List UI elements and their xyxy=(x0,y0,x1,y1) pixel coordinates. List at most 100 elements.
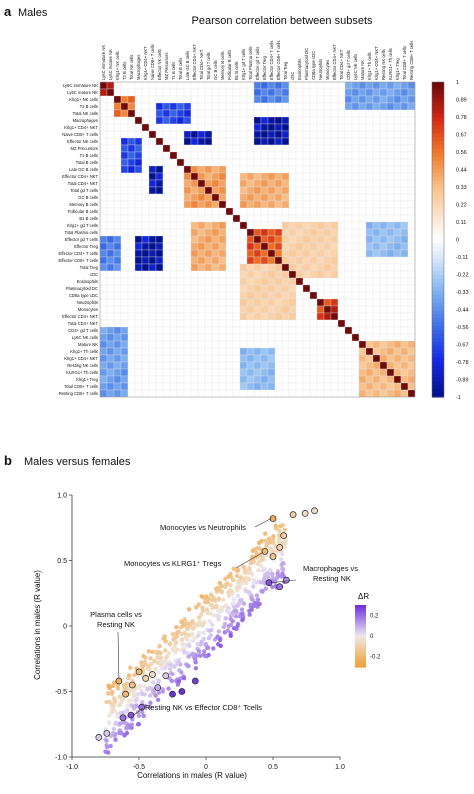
heatmap-cell xyxy=(190,109,199,118)
heatmap-cell xyxy=(274,347,283,356)
heatmap-cell xyxy=(267,347,276,356)
scatter-point xyxy=(111,726,117,732)
heatmap-cell xyxy=(197,130,206,139)
highlighted-point xyxy=(127,711,135,719)
heatmap-cell xyxy=(393,165,402,174)
heatmap-cell xyxy=(218,375,227,384)
heatmap-cell xyxy=(113,123,122,132)
heatmap-colorbar: 10.890.780.670.560.440.330.220.110-0.11-… xyxy=(431,80,469,401)
heatmap-cell xyxy=(323,165,332,174)
heatmap-cell xyxy=(190,221,199,230)
heatmap-cell xyxy=(162,186,171,195)
heatmap-cell xyxy=(295,333,304,342)
heatmap-cell xyxy=(141,298,150,307)
heatmap-cell xyxy=(127,88,136,97)
heatmap-cell xyxy=(239,179,248,188)
heatmap-cell xyxy=(155,340,164,349)
heatmap-cell xyxy=(190,144,199,153)
heatmap-cell xyxy=(253,235,262,244)
colorbar-segment xyxy=(432,101,444,107)
heatmap-cell xyxy=(281,151,290,160)
heatmap-cell xyxy=(239,326,248,335)
heatmap-col-label: Plasmacytoid DC xyxy=(304,48,309,80)
scatter-point xyxy=(255,580,260,585)
heatmap-cell xyxy=(232,361,241,370)
heatmap-cell xyxy=(218,382,227,391)
heatmap-cell xyxy=(372,382,381,391)
annotation-leader-line xyxy=(254,518,272,528)
heatmap-cell xyxy=(372,165,381,174)
scatter-point xyxy=(278,557,284,562)
heatmap-cell xyxy=(225,123,234,132)
heatmap-cell xyxy=(323,305,332,314)
heatmap-cell xyxy=(288,214,297,223)
heatmap-cell xyxy=(253,382,262,391)
heatmap-cell xyxy=(281,361,290,370)
heatmap-cell xyxy=(386,158,395,167)
scatter-point xyxy=(196,615,202,620)
heatmap-cell xyxy=(148,179,157,188)
heatmap-cell xyxy=(239,116,248,125)
heatmap-cell xyxy=(351,256,360,265)
scatter-point xyxy=(142,692,147,697)
heatmap-col-label: Total Treg xyxy=(283,61,288,80)
heatmap-cell xyxy=(155,109,164,118)
heatmap-cell xyxy=(337,305,346,314)
heatmap-cell xyxy=(197,102,206,111)
heatmap-cell xyxy=(113,347,122,356)
heatmap-cell xyxy=(148,382,157,391)
colorbar-segment xyxy=(432,117,444,122)
heatmap-cell xyxy=(246,221,255,230)
heatmap-col-label: T2 B cells xyxy=(122,62,127,80)
heatmap-cell xyxy=(372,200,381,209)
colorbar-segment xyxy=(432,310,444,315)
heatmap-cell xyxy=(190,326,199,335)
heatmap-col-label: CD8a type cDC xyxy=(311,51,316,80)
highlighted-point xyxy=(135,668,143,676)
heatmap-cell xyxy=(246,389,255,398)
heatmap-cell xyxy=(337,200,346,209)
heatmap-cell xyxy=(155,95,164,104)
heatmap-cell xyxy=(393,319,402,328)
heatmap-cell xyxy=(400,291,409,300)
heatmap-cell xyxy=(372,193,381,202)
heatmap-cell xyxy=(232,382,241,391)
scatter-point xyxy=(207,628,212,633)
heatmap-cell xyxy=(218,144,227,153)
legend-gradient-segment xyxy=(355,608,366,611)
heatmap-cell xyxy=(113,361,122,370)
scatter-point xyxy=(259,580,264,585)
heatmap-cell xyxy=(267,102,276,111)
heatmap-cell xyxy=(120,214,129,223)
highlighted-point xyxy=(162,672,170,680)
heatmap-cell xyxy=(323,354,332,363)
heatmap-cell xyxy=(386,256,395,265)
heatmap-cell xyxy=(386,130,395,139)
heatmap-cell xyxy=(183,361,192,370)
scatter-point xyxy=(199,594,204,599)
heatmap-cell xyxy=(358,375,367,384)
heatmap-cell xyxy=(288,186,297,195)
heatmap-cell xyxy=(176,144,185,153)
legend-gradient-segment xyxy=(355,628,366,631)
heatmap-cell xyxy=(281,214,290,223)
heatmap-cell xyxy=(330,221,339,230)
heatmap-cell xyxy=(302,207,311,216)
highlighted-point xyxy=(191,677,199,685)
heatmap-cell xyxy=(386,284,395,293)
heatmap-cell xyxy=(239,123,248,132)
heatmap-cell xyxy=(337,368,346,377)
heatmap-cell xyxy=(120,193,129,202)
heatmap-cell xyxy=(113,333,122,342)
heatmap-cell xyxy=(316,298,325,307)
heatmap-cell xyxy=(204,242,213,251)
heatmap-cell xyxy=(225,354,234,363)
heatmap-cell xyxy=(316,389,325,398)
scatter-point xyxy=(251,584,256,589)
scatter-point xyxy=(275,571,280,576)
heatmap-cell xyxy=(239,305,248,314)
heatmap-cell xyxy=(155,270,164,279)
heatmap-cell xyxy=(190,312,199,321)
heatmap-cell xyxy=(99,221,108,230)
heatmap-cell xyxy=(148,319,157,328)
